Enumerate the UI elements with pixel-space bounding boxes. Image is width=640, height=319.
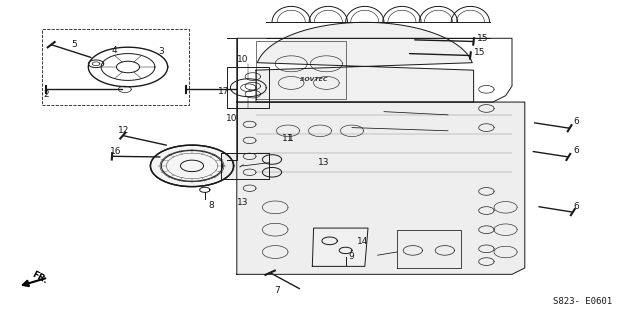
Polygon shape bbox=[237, 102, 525, 274]
Text: 6: 6 bbox=[573, 117, 579, 126]
Text: 10: 10 bbox=[226, 114, 237, 122]
Text: 10: 10 bbox=[237, 56, 248, 64]
Text: 14: 14 bbox=[356, 237, 368, 246]
Text: 7: 7 bbox=[274, 286, 280, 295]
Text: FR.: FR. bbox=[30, 270, 49, 286]
Text: 13: 13 bbox=[237, 198, 248, 207]
Text: 2: 2 bbox=[44, 90, 49, 99]
Text: 12: 12 bbox=[118, 126, 129, 135]
Polygon shape bbox=[221, 153, 269, 179]
Text: 9: 9 bbox=[349, 252, 355, 261]
Text: 8: 8 bbox=[208, 201, 214, 210]
Text: 15: 15 bbox=[474, 48, 485, 57]
Text: 11: 11 bbox=[282, 134, 293, 143]
Polygon shape bbox=[312, 228, 368, 266]
Text: 15: 15 bbox=[477, 34, 488, 43]
Text: 13: 13 bbox=[318, 158, 330, 167]
Polygon shape bbox=[150, 145, 234, 187]
Text: S823- E0601: S823- E0601 bbox=[553, 297, 612, 306]
Text: 6: 6 bbox=[573, 146, 579, 155]
Text: 3OVTEC: 3OVTEC bbox=[300, 77, 327, 82]
Text: 16: 16 bbox=[110, 147, 122, 156]
Text: 17: 17 bbox=[218, 87, 229, 96]
Text: 1: 1 bbox=[288, 134, 294, 143]
Polygon shape bbox=[256, 22, 474, 102]
Text: 5: 5 bbox=[72, 40, 77, 48]
Text: 3: 3 bbox=[159, 48, 164, 56]
Text: 6: 6 bbox=[573, 202, 579, 211]
Text: 4: 4 bbox=[112, 46, 118, 55]
